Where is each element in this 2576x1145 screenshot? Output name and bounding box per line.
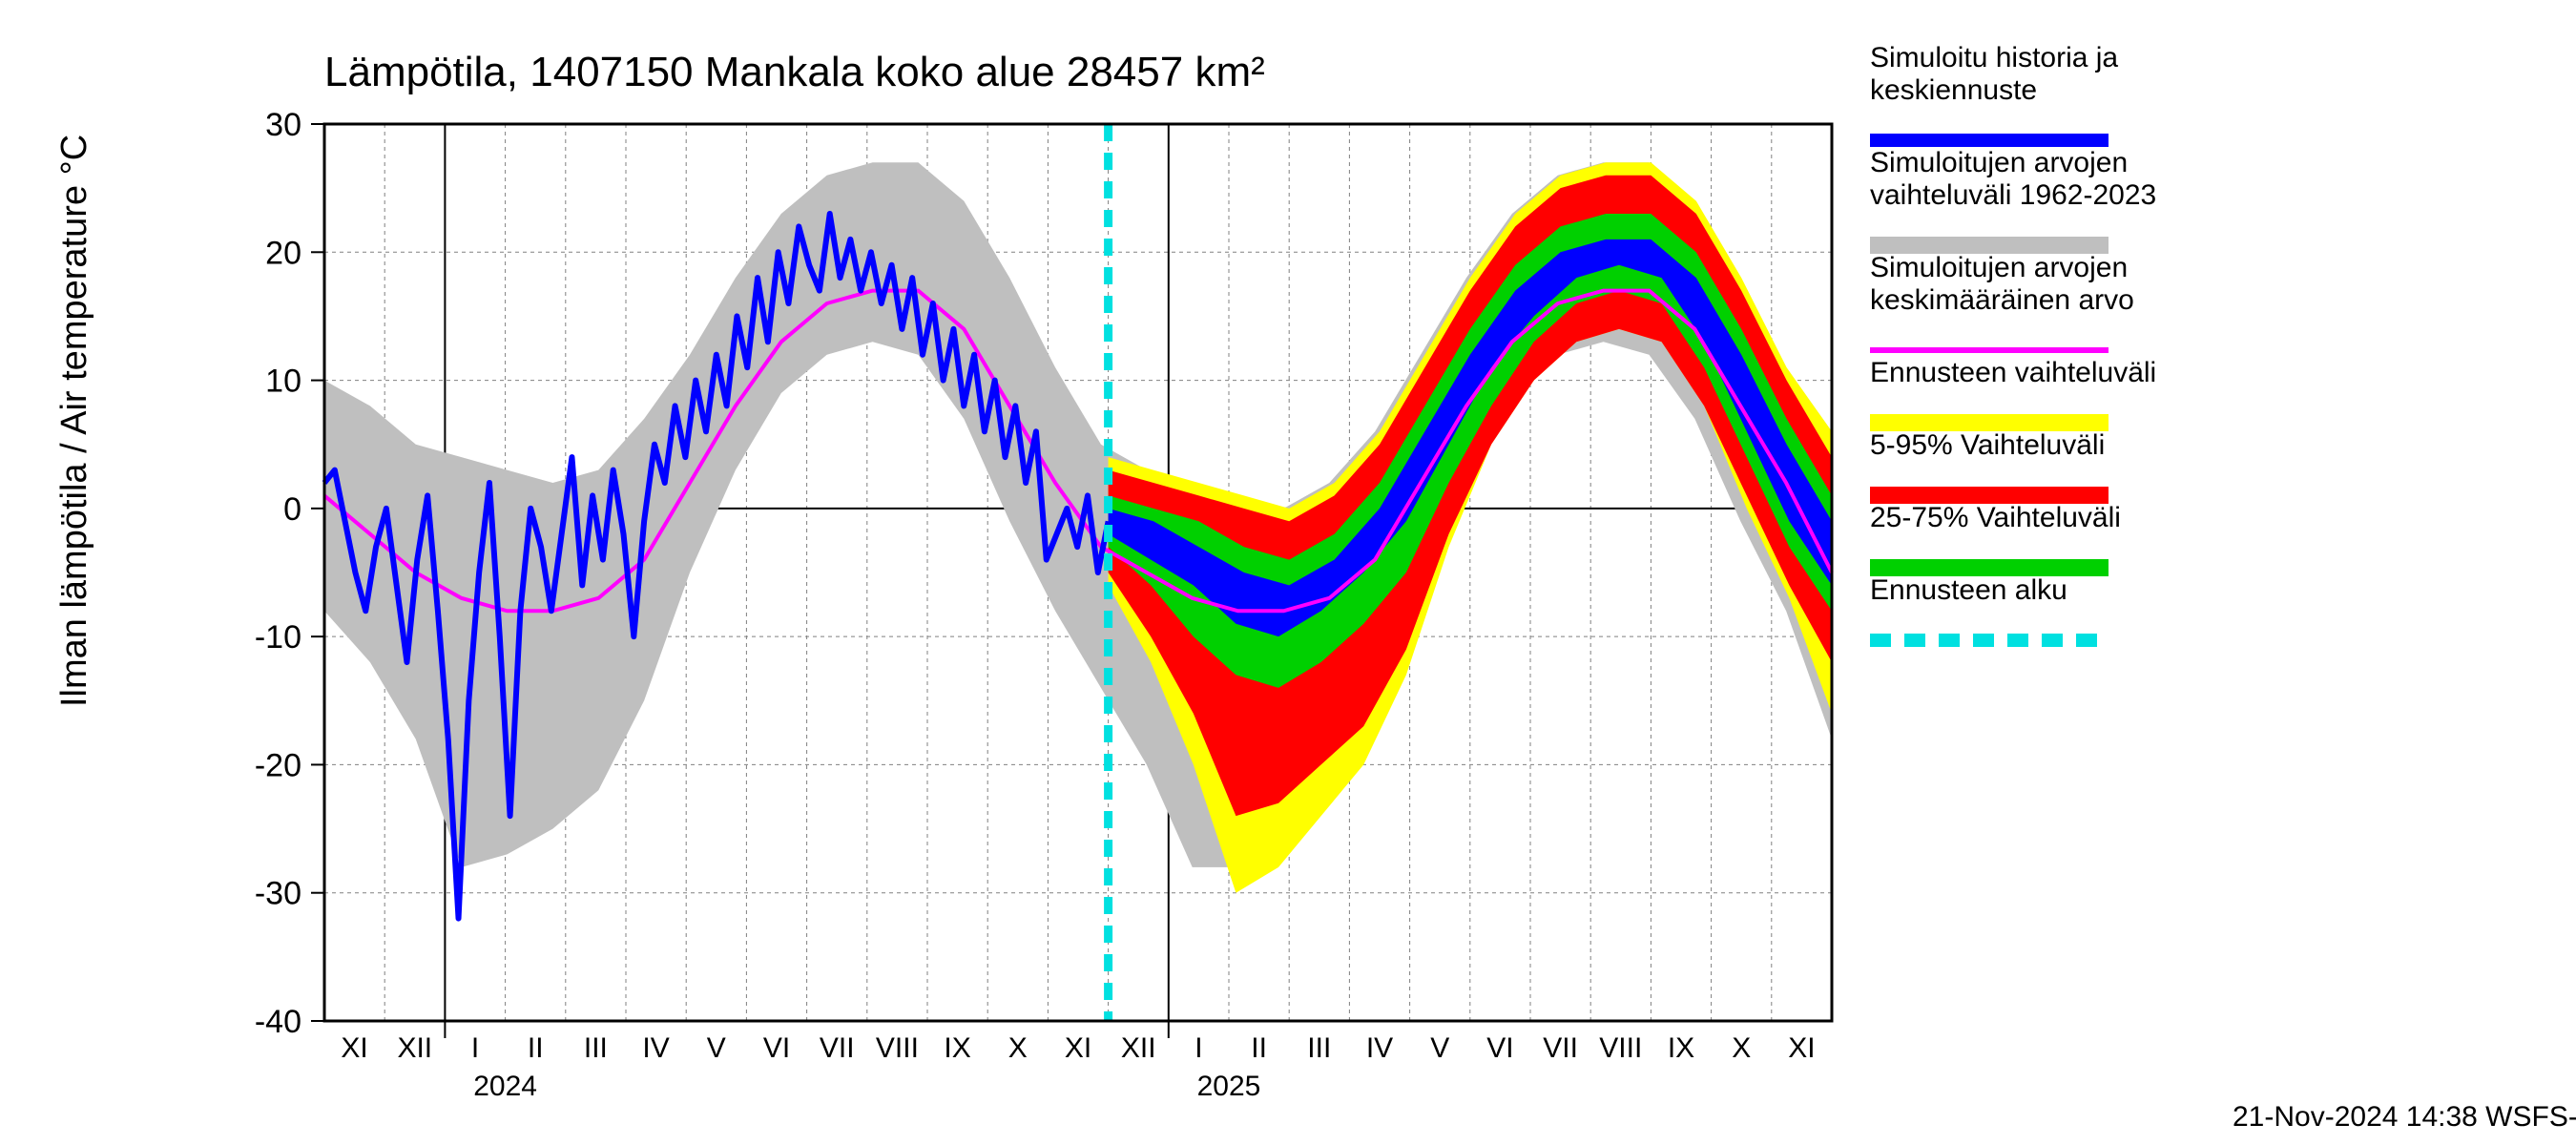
legend-label: Simuloitu historia ja: [1870, 42, 2118, 73]
month-label: II: [528, 1032, 544, 1064]
month-label: VIII: [1599, 1032, 1642, 1064]
month-label: XII: [397, 1032, 432, 1064]
month-label: X: [1732, 1032, 1751, 1064]
ytick-label: 30: [265, 107, 301, 143]
ytick-label: -10: [255, 619, 301, 656]
month-label: IX: [944, 1032, 970, 1064]
month-label: VI: [763, 1032, 790, 1064]
month-label: II: [1251, 1032, 1267, 1064]
legend-label: vaihteluväli 1962-2023: [1870, 179, 2156, 211]
legend-label: keskiennuste: [1870, 74, 2037, 106]
month-label: VII: [1543, 1032, 1578, 1064]
month-label: XI: [1065, 1032, 1091, 1064]
month-label: V: [707, 1032, 726, 1064]
temperature-chart: -40-30-20-100102030XIXIIIIIIIIIVVVIVIIVI…: [0, 0, 2576, 1145]
year-label: 2025: [1197, 1071, 1261, 1102]
year-label: 2024: [473, 1071, 537, 1102]
month-label: VIII: [876, 1032, 919, 1064]
month-label: I: [1195, 1032, 1202, 1064]
month-label: III: [1307, 1032, 1331, 1064]
month-label: XI: [1788, 1032, 1815, 1064]
footer-timestamp: 21-Nov-2024 14:38 WSFS-O: [2233, 1101, 2576, 1133]
ytick-label: -30: [255, 876, 301, 912]
legend-label: Ennusteen alku: [1870, 574, 2067, 606]
month-label: III: [584, 1032, 608, 1064]
ytick-label: -40: [255, 1004, 301, 1040]
legend-label: 5-95% Vaihteluväli: [1870, 429, 2105, 461]
month-label: XII: [1121, 1032, 1156, 1064]
legend-label: 25-75% Vaihteluväli: [1870, 502, 2121, 533]
legend-label: Simuloitujen arvojen: [1870, 147, 2128, 178]
chart-title: Lämpötila, 1407150 Mankala koko alue 284…: [324, 49, 1265, 95]
month-label: VII: [820, 1032, 855, 1064]
ytick-label: 20: [265, 235, 301, 271]
month-label: V: [1430, 1032, 1449, 1064]
month-label: I: [471, 1032, 479, 1064]
month-label: IV: [642, 1032, 669, 1064]
legend-label: Simuloitujen arvojen: [1870, 252, 2128, 283]
ytick-label: 10: [265, 364, 301, 400]
month-label: VI: [1486, 1032, 1513, 1064]
month-label: XI: [341, 1032, 367, 1064]
ytick-label: -20: [255, 747, 301, 783]
legend-label: Ennusteen vaihteluväli: [1870, 357, 2156, 388]
month-label: IV: [1366, 1032, 1393, 1064]
month-label: X: [1008, 1032, 1028, 1064]
legend-label: keskimääräinen arvo: [1870, 284, 2134, 316]
month-label: IX: [1668, 1032, 1694, 1064]
ytick-label: 0: [283, 491, 301, 528]
y-axis-label: Ilman lämpötila / Air temperature °C: [54, 135, 94, 707]
